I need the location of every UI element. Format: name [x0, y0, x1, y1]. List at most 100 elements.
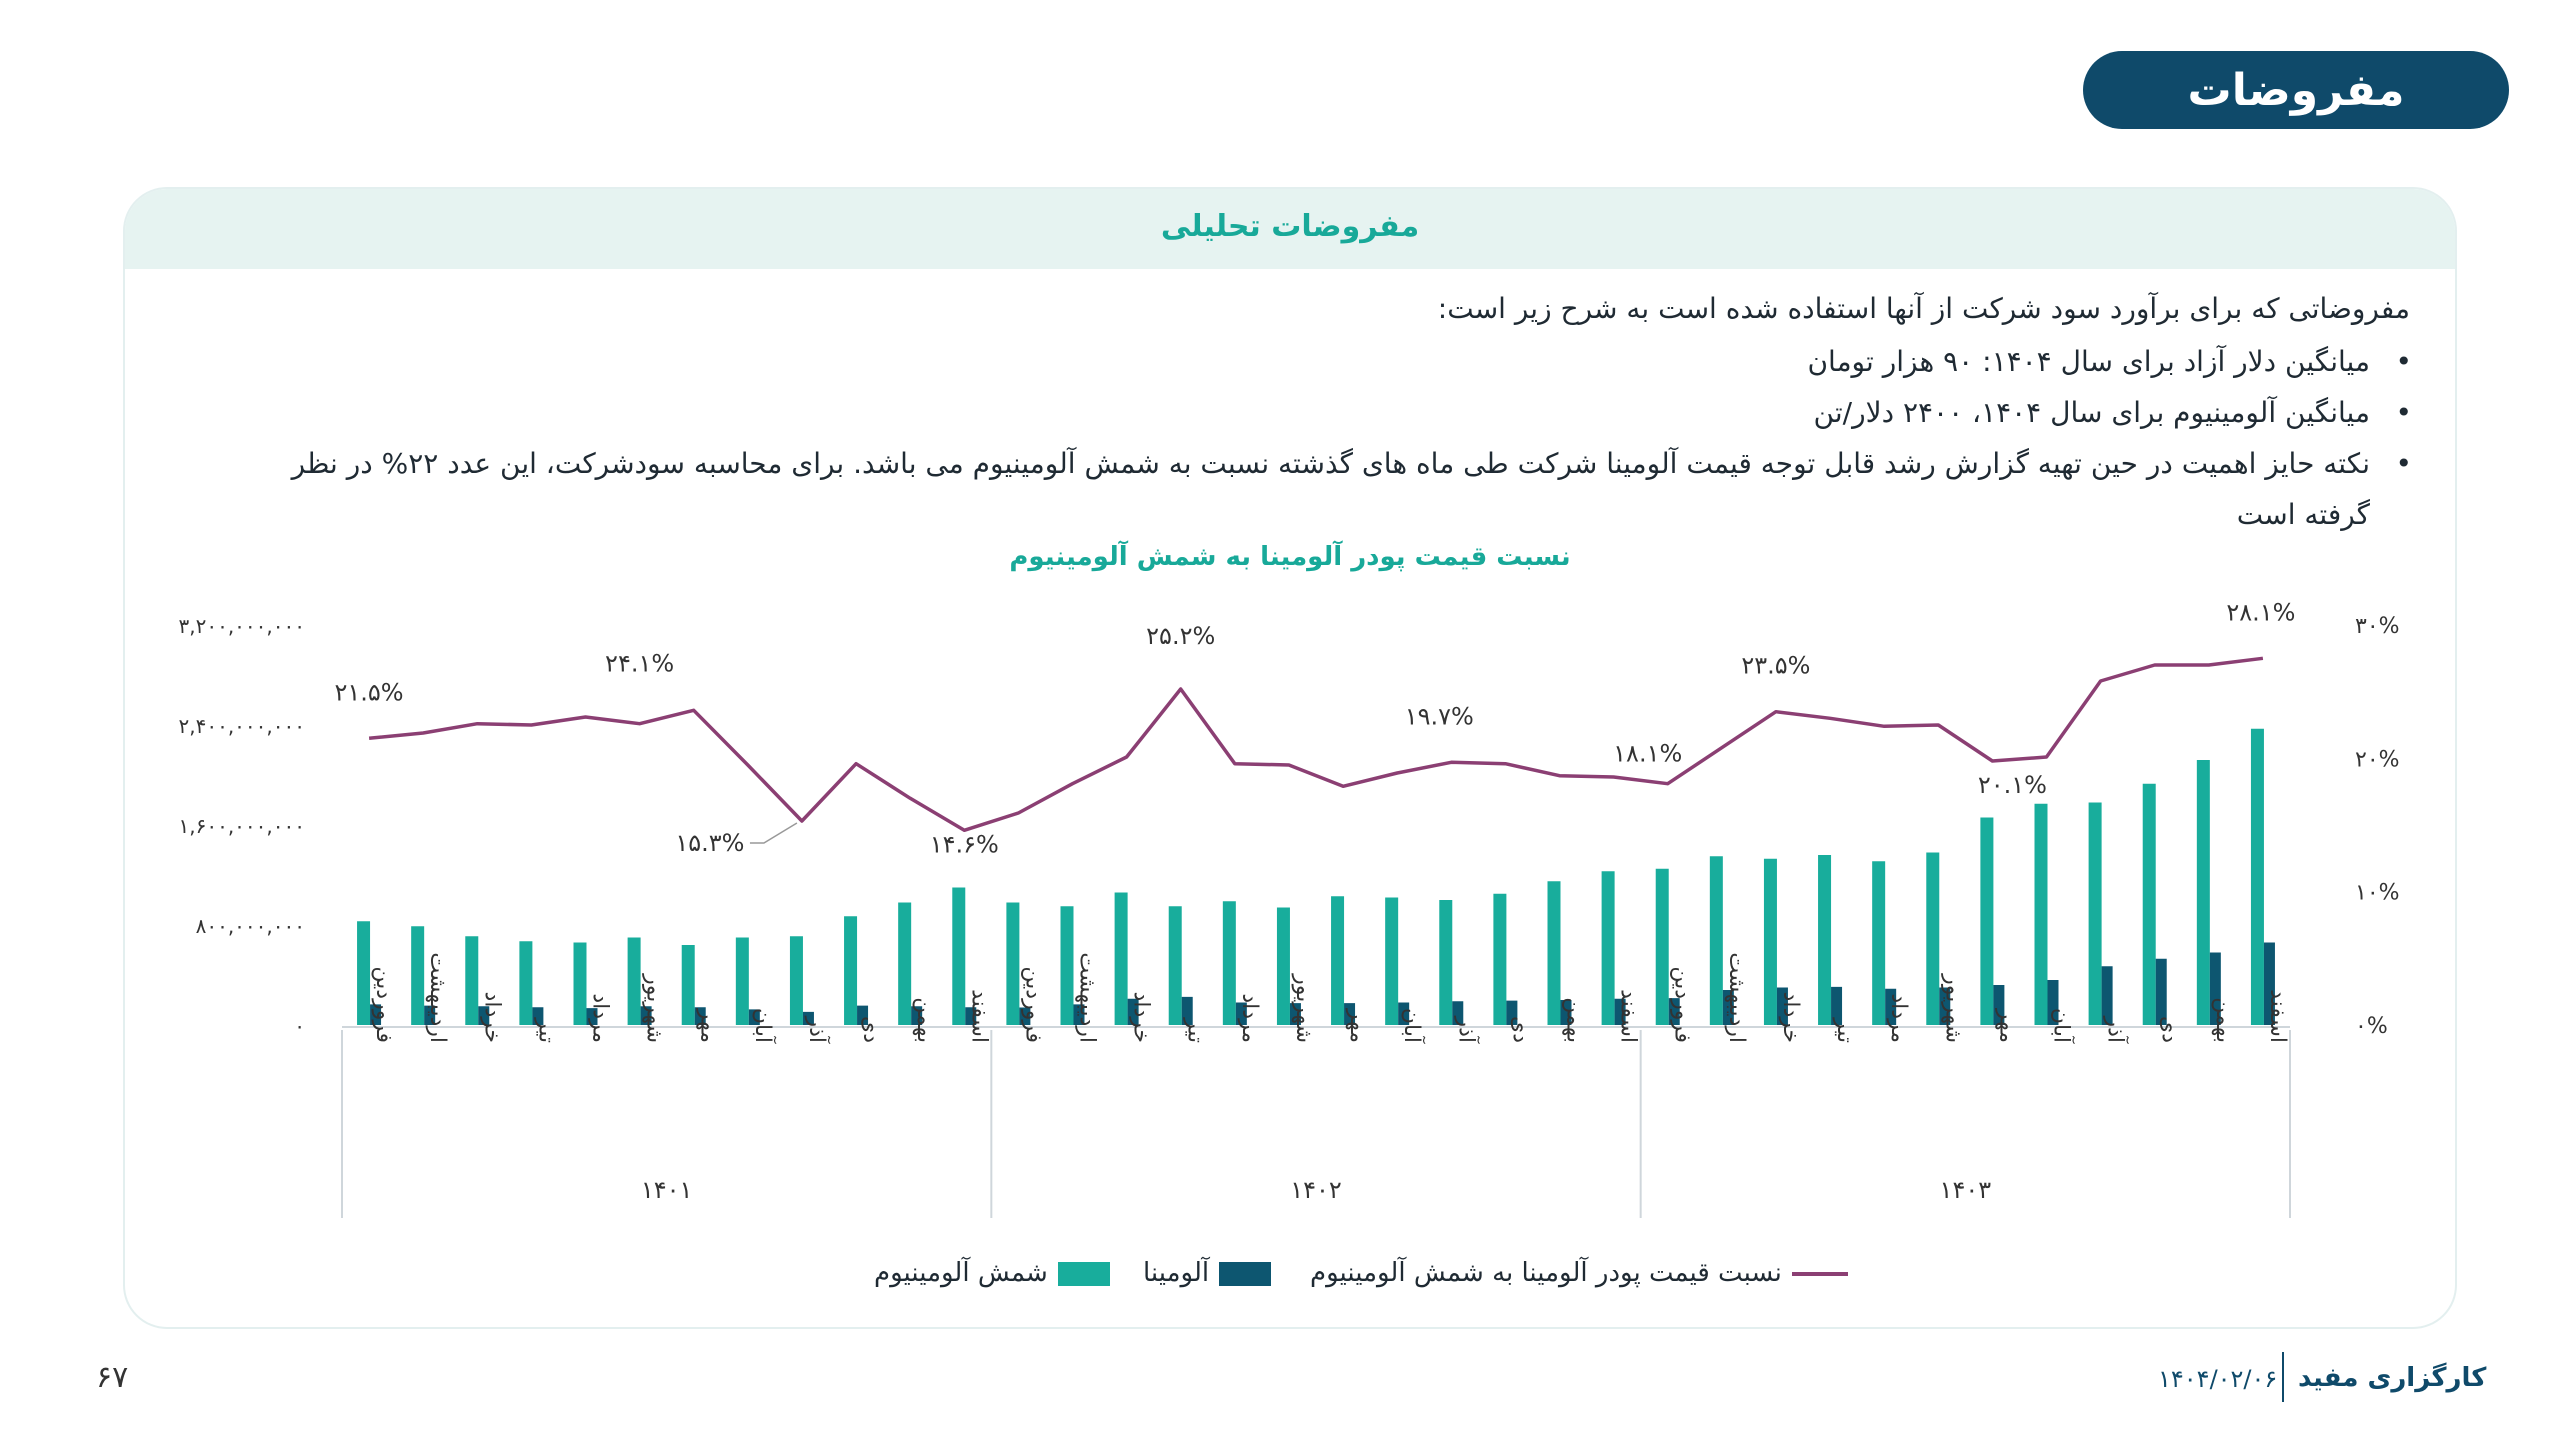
ingot-bar [1980, 817, 1994, 1025]
y-right-tick-label: ۱۰% [2355, 881, 2400, 906]
x-category-label: آذر [804, 1015, 831, 1043]
ingot-bar [898, 902, 912, 1025]
x-category-label: آذر [1453, 1015, 1480, 1043]
ingot-bar [573, 942, 587, 1025]
ingot-bar [627, 937, 641, 1025]
ingot-bar [1168, 906, 1182, 1025]
ingot-bar [357, 921, 371, 1025]
ratio-data-label: ۲۴.۱% [605, 650, 674, 678]
x-category-label: آبان [750, 1008, 777, 1044]
alumina-bar [748, 1009, 760, 1025]
x-category-label: تیر [1832, 1017, 1857, 1043]
y-left-tick-label: ۲,۴۰۰,۰۰۰,۰۰۰ [179, 714, 306, 738]
alumina-bar [965, 1007, 977, 1025]
ingot-bar [681, 945, 695, 1025]
alumina-bar [694, 1007, 706, 1025]
assumption-item: • نکته حایز اهمیت در حین تهیه گزارش رشد ق… [240, 438, 2412, 531]
x-category-label: شهریور [642, 973, 667, 1043]
alumina-bar [1398, 1002, 1410, 1025]
x-category-label: آذر [2103, 1015, 2130, 1043]
x-category-label: مهر [696, 1008, 721, 1043]
alumina-bar [1722, 990, 1734, 1025]
x-category-label: تیر [1183, 1017, 1208, 1043]
x-group-label: ۱۴۰۳ [1940, 1176, 1992, 1204]
ingot-bar [1872, 861, 1886, 1025]
x-category-label: بهمن [2211, 997, 2236, 1043]
x-category-label: بهمن [1562, 997, 1587, 1043]
bullet-icon: • [2395, 396, 2412, 429]
x-category-label: فروردین [1020, 966, 1045, 1043]
alumina-bar [1235, 1002, 1247, 1025]
alumina-bar [1452, 1001, 1464, 1025]
ingot-bar [2088, 802, 2102, 1025]
y-left-tick-label: ۰ [294, 1014, 305, 1038]
chart-title: نسبت قیمت پودر آلومینا به شمش آلومینیوم [1009, 540, 1570, 572]
x-category-label: خرداد [1778, 992, 1803, 1043]
bullet-icon: • [2395, 447, 2412, 480]
x-category-label: مرداد [588, 993, 613, 1043]
report-date: ۱۴۰۴/۰۲/۰۶ [2158, 1365, 2278, 1393]
ingot-bar [465, 936, 479, 1025]
ratio-data-label: ۲۵.۲% [1146, 622, 1215, 650]
ingot-bar [1114, 892, 1128, 1025]
ingot-bar [1222, 901, 1236, 1025]
y-right-tick-label: ۰% [2355, 1014, 2388, 1039]
x-category-label: مهر [1345, 1008, 1370, 1043]
x-category-label: اسفند [2265, 989, 2290, 1043]
y-right-tick-label: ۲۰% [2355, 747, 2400, 772]
line-layer: ۲۱.۵% ۲۴.۱% ۱۵.۳% ۱۴.۶% ۲۵.۲% ۱۹.۷% ۱۸.۱% ۲۳.۵%… [335, 598, 2296, 858]
alumina-bar [478, 1006, 490, 1025]
legend-ingot: شمش آلومینیوم [874, 1258, 1110, 1298]
x-category-label: آبان [2049, 1008, 2076, 1044]
alumina-bar [802, 1011, 814, 1025]
ratio-line [368, 656, 2264, 833]
legend-ratio: نسبت قیمت پودر آلومینا به شمش آلومینیوم [1310, 1258, 1848, 1298]
alumina-bar [2101, 966, 2113, 1025]
y-left-tick-label: ۸۰۰,۰۰۰,۰۰۰ [196, 914, 305, 938]
alumina-bar [2155, 958, 2167, 1025]
legend-label: شمش آلومینیوم [874, 1258, 1048, 1288]
x-category-label: بهمن [912, 997, 937, 1043]
alumina-bar [1127, 998, 1139, 1025]
ingot-bar [1709, 856, 1723, 1025]
x-category-label: اردیبهشت [425, 952, 450, 1043]
ingot-bar [1276, 907, 1290, 1025]
alumina-bar [586, 1008, 598, 1025]
bars-layer [357, 728, 2275, 1025]
alumina-bar [1506, 1000, 1518, 1025]
ratio-data-label: ۱۵.۳% [675, 829, 744, 857]
y-left-tick-label: ۳,۲۰۰,۰۰۰,۰۰۰ [179, 614, 306, 638]
ratio-data-label: ۱۹.۷% [1405, 702, 1474, 730]
x-category-label: اسفند [966, 989, 991, 1043]
alumina-bar [1614, 998, 1626, 1025]
alumina-bar [1560, 1000, 1572, 1025]
ingot-bar [1385, 897, 1399, 1025]
ingot-bar [2142, 783, 2156, 1025]
x-category-label: خرداد [1129, 992, 1154, 1043]
page-number: ۶۷ [96, 1360, 129, 1395]
x-category-label: اردیبهشت [1075, 952, 1100, 1043]
card-header: مفروضات تحلیلی [125, 189, 2455, 269]
alumina-bar [1289, 1003, 1301, 1025]
x-category-label: خرداد [479, 992, 504, 1043]
intro-text: مفروضاتی که برای برآورد سود شرکت از آنها… [1437, 292, 2410, 325]
alumina-bar [1831, 986, 1843, 1025]
x-category-label: آبان [1399, 1008, 1426, 1044]
y-right-tick-label: ۳۰% [2355, 614, 2400, 639]
alumina-bar [1181, 996, 1193, 1025]
ingot-bar [952, 887, 966, 1025]
legend-ingot-swatch [1057, 1261, 1110, 1286]
ratio-data-label: ۲۳.۵% [1741, 652, 1810, 680]
legend-label: آلومینا [1143, 1258, 1210, 1288]
ingot-bar [1601, 871, 1615, 1025]
x-category-label: فروردین [1670, 966, 1695, 1043]
alumina-bar [2209, 952, 2221, 1025]
x-category-label: دی [1507, 1016, 1532, 1043]
alumina-bar [911, 1006, 923, 1025]
ingot-bar [1547, 881, 1561, 1025]
page-title: مفروضات [2083, 51, 2509, 129]
alumina-bar [2263, 942, 2275, 1025]
x-group-label: ۱۴۰۲ [1290, 1176, 1342, 1204]
alumina-bar [1885, 988, 1897, 1025]
